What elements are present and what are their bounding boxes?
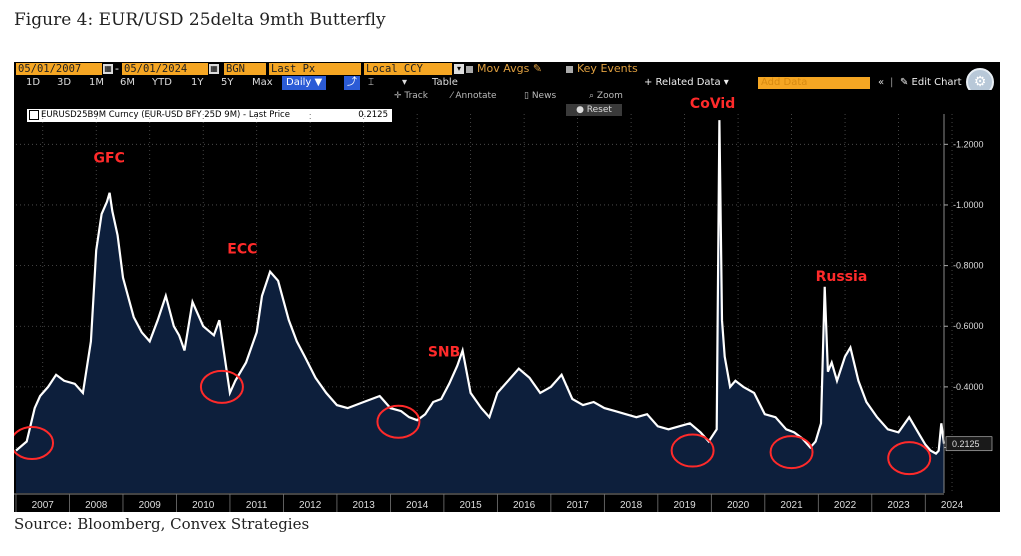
table-button[interactable]: Table	[432, 77, 458, 88]
frequency-select[interactable]: Daily ▼	[282, 76, 327, 90]
timeframe-max[interactable]: Max	[252, 77, 273, 88]
low-circles	[14, 369, 932, 476]
annotation-label: SNB	[428, 345, 460, 361]
edit-chart-button[interactable]: ✎ Edit Chart	[900, 77, 962, 88]
timeframe-3d[interactable]: 3D	[57, 77, 72, 88]
timeframe-1y[interactable]: 1Y	[191, 77, 204, 88]
low-highlight-circle	[769, 435, 814, 470]
separator-icon: |	[890, 77, 894, 88]
annotate-tool[interactable]: ⁄ Annotate	[451, 91, 497, 101]
x-tick-label: 2016	[513, 500, 536, 511]
annotation-label: CoVid	[690, 96, 735, 112]
low-highlight-circle	[376, 404, 421, 439]
timeframe-6m[interactable]: 6M	[120, 77, 135, 88]
annotations: GFC ECC SNB CoVid Russia	[94, 96, 868, 361]
source-code-field[interactable]: BGN	[224, 63, 266, 75]
end-date-input[interactable]: 05/01/2024	[122, 63, 208, 75]
last-value-label: 0.2125	[952, 439, 980, 449]
collapse-icon[interactable]: «	[878, 77, 885, 88]
dropdown-arrow-icon[interactable]: ▾	[402, 77, 408, 88]
y-axis: -0.2000-0.4000-0.6000-0.8000-1.0000-1.20…	[943, 114, 993, 493]
x-tick-label: 2009	[139, 500, 162, 511]
legend-swatch	[29, 109, 39, 120]
reset-button[interactable]: ● Reset	[566, 104, 622, 116]
y-tick-label: -0.6000	[953, 321, 984, 331]
figure-title: Figure 4: EUR/USD 25delta 9mth Butterfly	[14, 10, 386, 30]
news-tool[interactable]: ▯ News	[524, 91, 557, 101]
x-tick-label: 2019	[673, 500, 696, 511]
start-date-input[interactable]: 05/01/2007	[16, 63, 102, 75]
mov-avgs-menu[interactable]: Mov Avgs ✎	[466, 62, 542, 76]
chart-legend: EURUSD25B9M Curncy (EUR-USD BFY 25D 9M) …	[27, 109, 392, 122]
add-data-input[interactable]: Add Data	[758, 77, 870, 89]
x-tick-label: 2017	[566, 500, 589, 511]
dropdown-arrow-icon[interactable]: ▾	[454, 64, 464, 74]
y-tick-label: -0.4000	[953, 382, 984, 392]
currency-select[interactable]: Local CCY	[364, 63, 452, 75]
low-highlight-circle	[887, 441, 932, 476]
x-tick-label: 2024	[941, 500, 964, 511]
zoom-tool[interactable]: ⌕ Zoom	[589, 91, 623, 101]
candlestick-icon[interactable]: ⌶	[368, 77, 374, 88]
y-tick-label: -0.8000	[953, 261, 984, 271]
timeframe-1d[interactable]: 1D	[26, 77, 41, 88]
x-tick-label: 2013	[353, 500, 376, 511]
x-tick-label: 2015	[460, 500, 483, 511]
x-tick-label: 2023	[887, 500, 910, 511]
annotation-label: Russia	[816, 269, 868, 285]
last-value-badge	[945, 436, 993, 452]
toolbar-row-3: ✛ Track ⁄ Annotate ▯ News ⌕ Zoom	[14, 90, 1000, 103]
annotation-label: GFC	[94, 151, 125, 167]
x-tick-label: 2011	[246, 500, 268, 511]
field-select[interactable]: Last Px	[269, 63, 361, 75]
chart-canvas: 2007 2008 2009 2010 2011 2012 2013 2014 2015 2016…	[14, 96, 1000, 512]
x-tick-label: 2014	[406, 500, 429, 511]
toolbar-row-1: 05/01/2007 ▦ - 05/01/2024 ▦ BGN Last Px …	[14, 62, 1000, 76]
x-tick-label: 2012	[299, 500, 322, 511]
legend-label: EURUSD25B9M Curncy (EUR-USD BFY 25D 9M) …	[41, 110, 290, 120]
checkbox-icon	[466, 65, 473, 73]
x-axis: 2007 2008 2009 2010 2011 2012 2013 2014 2015 2016…	[14, 493, 1000, 512]
x-tick-label: 2008	[85, 500, 108, 511]
x-tick-label: 2021	[780, 500, 803, 511]
calendar-icon[interactable]: ▦	[209, 64, 219, 74]
track-tool[interactable]: ✛ Track	[394, 91, 428, 101]
timeframe-ytd[interactable]: YTD	[152, 77, 172, 88]
x-tick-label: 2020	[727, 500, 750, 511]
line-chart-icon[interactable]: ⤴	[344, 76, 360, 90]
x-axis-band	[14, 493, 1000, 512]
y-tick-label: -1.0000	[953, 200, 984, 210]
timeframe-1m[interactable]: 1M	[89, 77, 104, 88]
x-tick-label: 2022	[834, 500, 857, 511]
low-highlight-circle	[199, 369, 244, 404]
x-tick-label: 2007	[32, 500, 55, 511]
related-data-menu[interactable]: + Related Data ▾	[644, 77, 729, 88]
timeframe-5y[interactable]: 5Y	[221, 77, 234, 88]
legend-value: 0.2125	[358, 110, 388, 120]
low-highlight-circle	[14, 425, 55, 460]
checkbox-icon	[566, 65, 573, 73]
annotation-label: ECC	[227, 241, 257, 257]
area-fill	[16, 120, 944, 493]
date-range-dash: -	[115, 62, 119, 75]
calendar-icon[interactable]: ▦	[103, 64, 113, 74]
x-tick-label: 2010	[192, 500, 215, 511]
figure-source: Source: Bloomberg, Convex Strategies	[14, 515, 310, 533]
y-tick-label: -1.2000	[953, 139, 984, 149]
x-tick-label: 2018	[620, 500, 643, 511]
low-highlight-circle	[670, 433, 715, 468]
key-events-menu[interactable]: Key Events	[566, 62, 638, 76]
bloomberg-terminal-panel: 05/01/2007 ▦ - 05/01/2024 ▦ BGN Last Px …	[14, 62, 1000, 512]
series-line	[15, 120, 946, 455]
toolbar-row-2: 1D 3D 1M 6M YTD 1Y 5Y Max Daily ▼ ⤴ ⌶ ▾ …	[14, 76, 1000, 90]
